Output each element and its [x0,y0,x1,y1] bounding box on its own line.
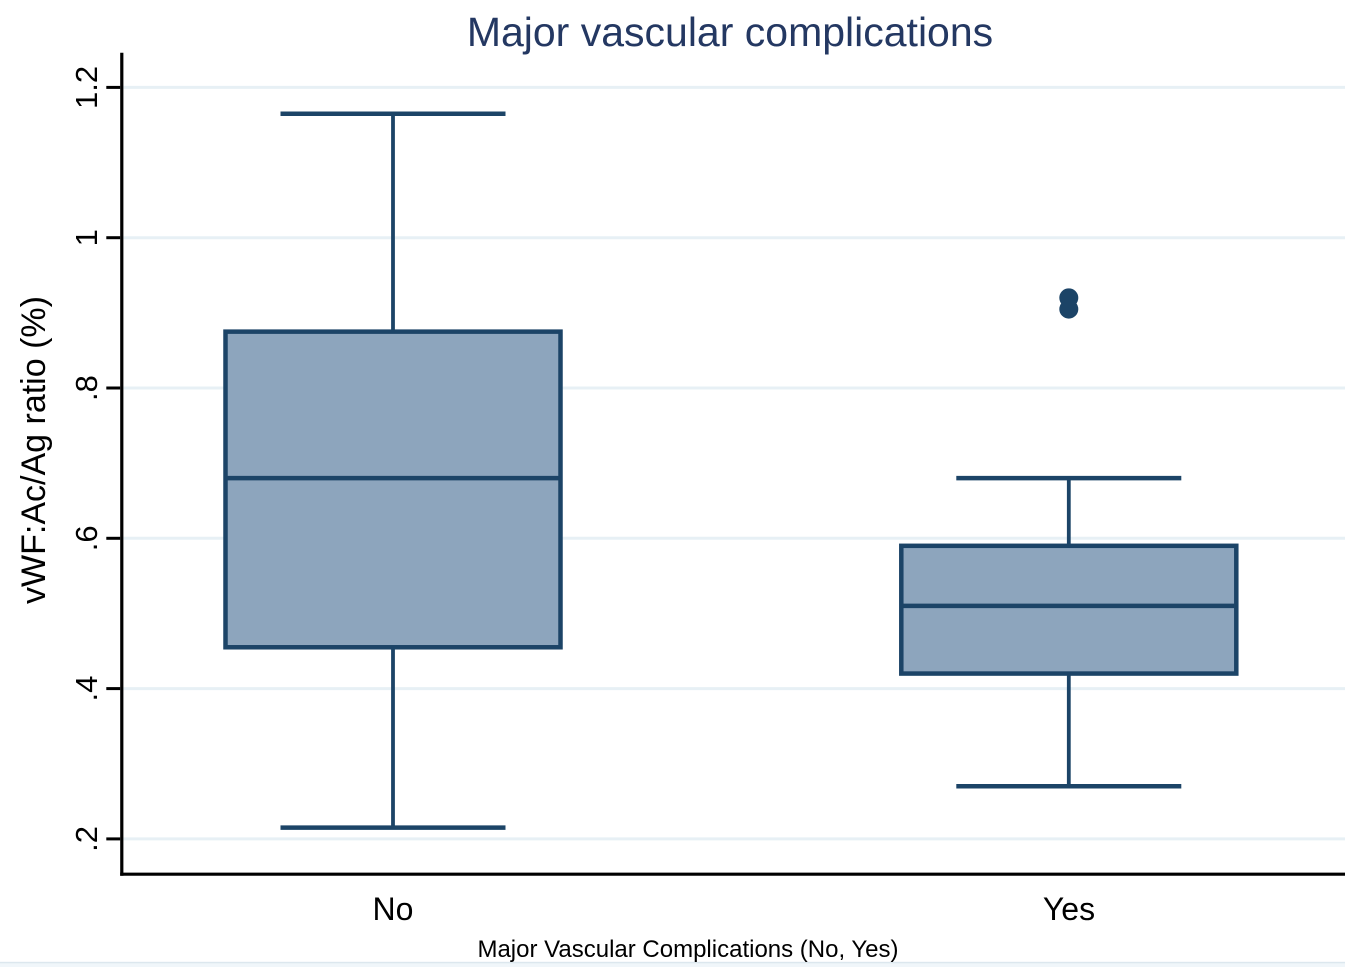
y-tick-label: 1 [69,229,104,246]
bottom-strip [0,963,1345,967]
x-tick-label-no: No [373,891,414,927]
y-tick-label: .2 [69,826,104,852]
y-tick-label: 1.2 [69,66,104,109]
y-axis-title: vWF:Ac/Ag ratio (%) [15,296,53,604]
x-axis-title: Major Vascular Complications (No, Yes) [477,936,898,963]
outlier-dot [1059,288,1079,308]
box-rect [223,329,563,650]
bottom-strip-line [0,961,1345,964]
box-group-no [223,111,563,830]
x-tick-label-yes: Yes [1043,891,1095,927]
y-tick-label: .8 [69,375,104,401]
y-tick-label: .4 [69,676,104,702]
box-layer [223,111,1239,830]
y-tick-label: .6 [69,525,104,551]
box-group-yes [899,288,1239,789]
box-rect [899,543,1239,676]
chart-title: Major vascular complications [467,9,993,55]
axis-layer: .2 .4 .6 .8 1 1.2 [0,52,1345,967]
